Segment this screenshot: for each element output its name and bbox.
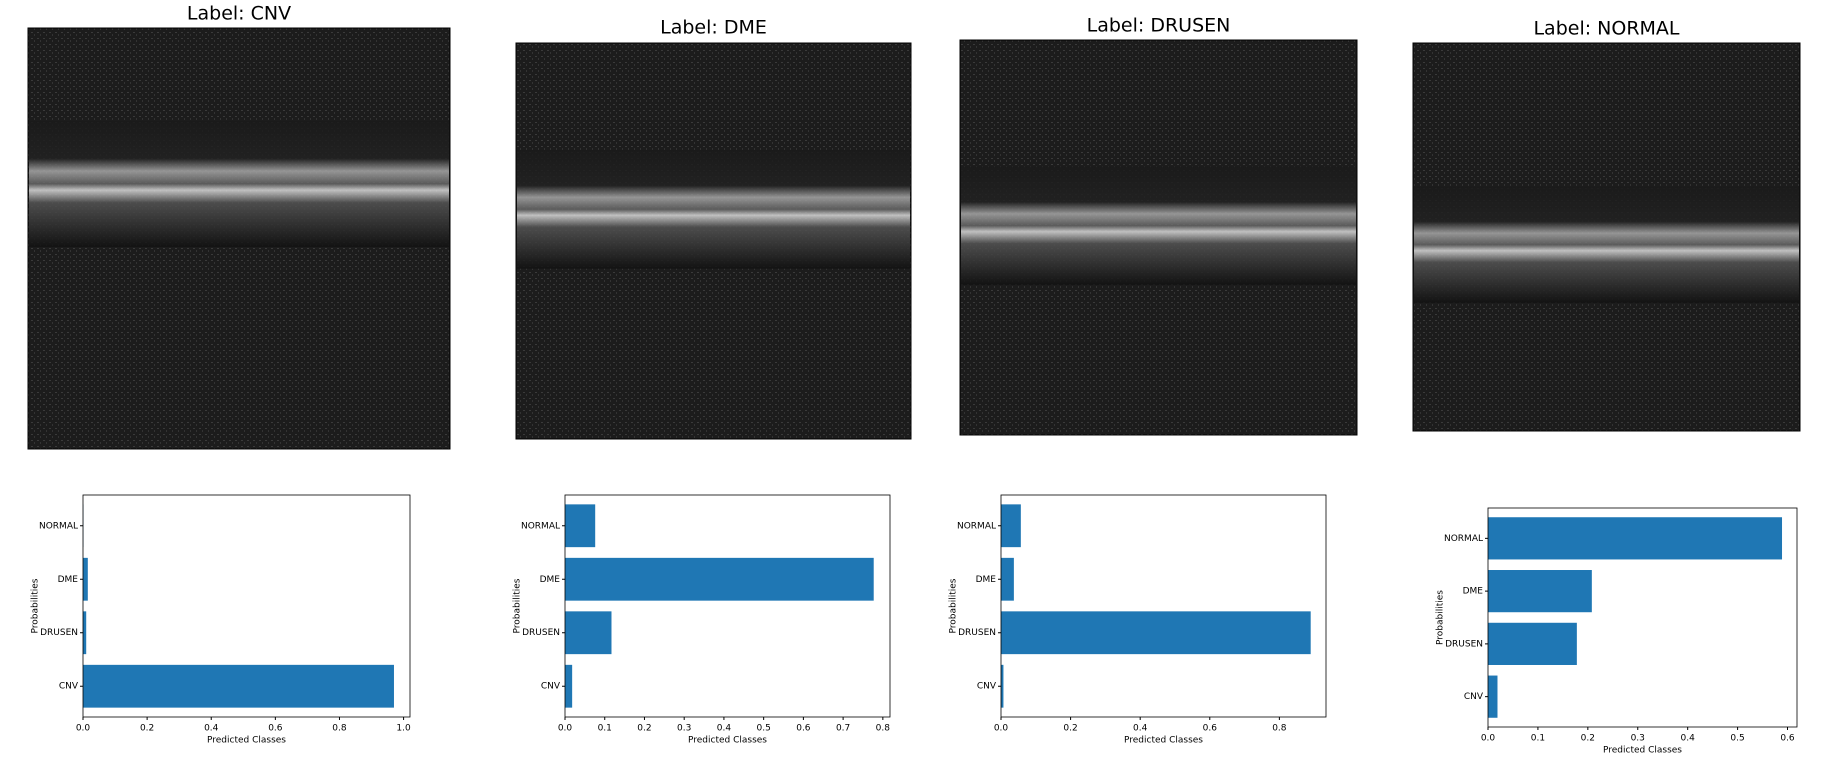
y-tick-label: NORMAL xyxy=(957,521,996,531)
x-tick-label: 0.0 xyxy=(1481,734,1496,744)
axes-frame xyxy=(564,494,891,718)
x-tick-label: 0.3 xyxy=(677,724,691,734)
x-tick-label: 0.0 xyxy=(558,724,573,734)
bar xyxy=(1001,664,1004,708)
bar xyxy=(1488,622,1577,665)
y-tick-label: CNV xyxy=(1464,692,1484,702)
bar xyxy=(1001,557,1014,601)
x-tick-label: 0.6 xyxy=(796,724,811,734)
y-tick-label: DRUSEN xyxy=(958,628,996,638)
y-axis-label: Probabilities xyxy=(31,578,41,633)
x-axis-label: Predicted Classes xyxy=(207,736,286,746)
y-tick-label: DRUSEN xyxy=(522,628,560,638)
axes-frame xyxy=(82,494,411,718)
bar xyxy=(83,611,87,655)
bar xyxy=(565,557,874,601)
x-tick-label: 0.7 xyxy=(836,724,850,734)
x-axis-label: Predicted Classes xyxy=(688,736,767,746)
y-tick-label: DME xyxy=(976,575,997,585)
retina-layer xyxy=(517,149,910,269)
y-tick-label: DME xyxy=(540,575,561,585)
x-tick-label: 0.0 xyxy=(994,724,1009,734)
x-tick-label: 0.4 xyxy=(1133,724,1148,734)
bar xyxy=(565,504,596,548)
y-tick-label: DRUSEN xyxy=(40,628,78,638)
x-tick-label: 0.6 xyxy=(1780,734,1795,744)
x-tick-label: 0.4 xyxy=(1681,734,1696,744)
image-title: Label: CNV xyxy=(187,3,291,25)
x-tick-label: 0.6 xyxy=(1203,724,1218,734)
x-tick-label: 0.2 xyxy=(140,724,154,734)
y-tick-label: DRUSEN xyxy=(1445,639,1483,649)
x-tick-label: 0.1 xyxy=(1531,734,1545,744)
axes-frame xyxy=(1487,507,1798,728)
retina-layer xyxy=(961,166,1356,285)
y-tick-label: CNV xyxy=(541,682,561,692)
x-axis-label: Predicted Classes xyxy=(1603,746,1682,756)
x-tick-label: 0.8 xyxy=(332,724,347,734)
y-tick-label: CNV xyxy=(977,682,997,692)
image-title: Label: DME xyxy=(660,17,767,39)
bar xyxy=(565,664,573,708)
image-title: Label: DRUSEN xyxy=(1087,15,1231,37)
x-tick-label: 0.6 xyxy=(268,724,283,734)
y-axis-label: Probabilities xyxy=(949,578,959,633)
bar xyxy=(1001,504,1021,548)
y-tick-label: CNV xyxy=(59,682,79,692)
x-tick-label: 0.2 xyxy=(637,724,651,734)
axes-frame xyxy=(1000,494,1327,718)
x-tick-label: 0.3 xyxy=(1631,734,1645,744)
retina-layer xyxy=(29,120,449,247)
y-tick-label: NORMAL xyxy=(521,521,560,531)
bar xyxy=(83,557,88,601)
x-tick-label: 0.2 xyxy=(1581,734,1595,744)
image-title: Label: NORMAL xyxy=(1533,18,1679,40)
retina-layer xyxy=(1414,186,1799,303)
y-tick-label: NORMAL xyxy=(1444,534,1483,544)
x-tick-label: 0.2 xyxy=(1063,724,1077,734)
x-tick-label: 0.8 xyxy=(876,724,891,734)
x-tick-label: 1.0 xyxy=(396,724,411,734)
y-axis-label: Probabilities xyxy=(1436,590,1446,645)
y-tick-label: NORMAL xyxy=(39,521,78,531)
x-tick-label: 0.5 xyxy=(1730,734,1744,744)
x-tick-label: 0.8 xyxy=(1272,724,1287,734)
x-tick-label: 0.4 xyxy=(204,724,219,734)
bar xyxy=(1488,675,1498,718)
bar xyxy=(565,611,612,655)
y-axis-label: Probabilities xyxy=(513,578,523,633)
x-tick-label: 0.4 xyxy=(717,724,732,734)
x-axis-label: Predicted Classes xyxy=(1124,736,1203,746)
x-tick-label: 0.0 xyxy=(76,724,91,734)
y-tick-label: DME xyxy=(58,575,79,585)
bar xyxy=(1488,517,1783,560)
y-tick-label: DME xyxy=(1463,587,1484,597)
bar xyxy=(83,664,394,708)
bar xyxy=(1488,570,1592,613)
x-tick-label: 0.1 xyxy=(598,724,612,734)
x-tick-label: 0.5 xyxy=(756,724,770,734)
bar xyxy=(1001,611,1311,655)
